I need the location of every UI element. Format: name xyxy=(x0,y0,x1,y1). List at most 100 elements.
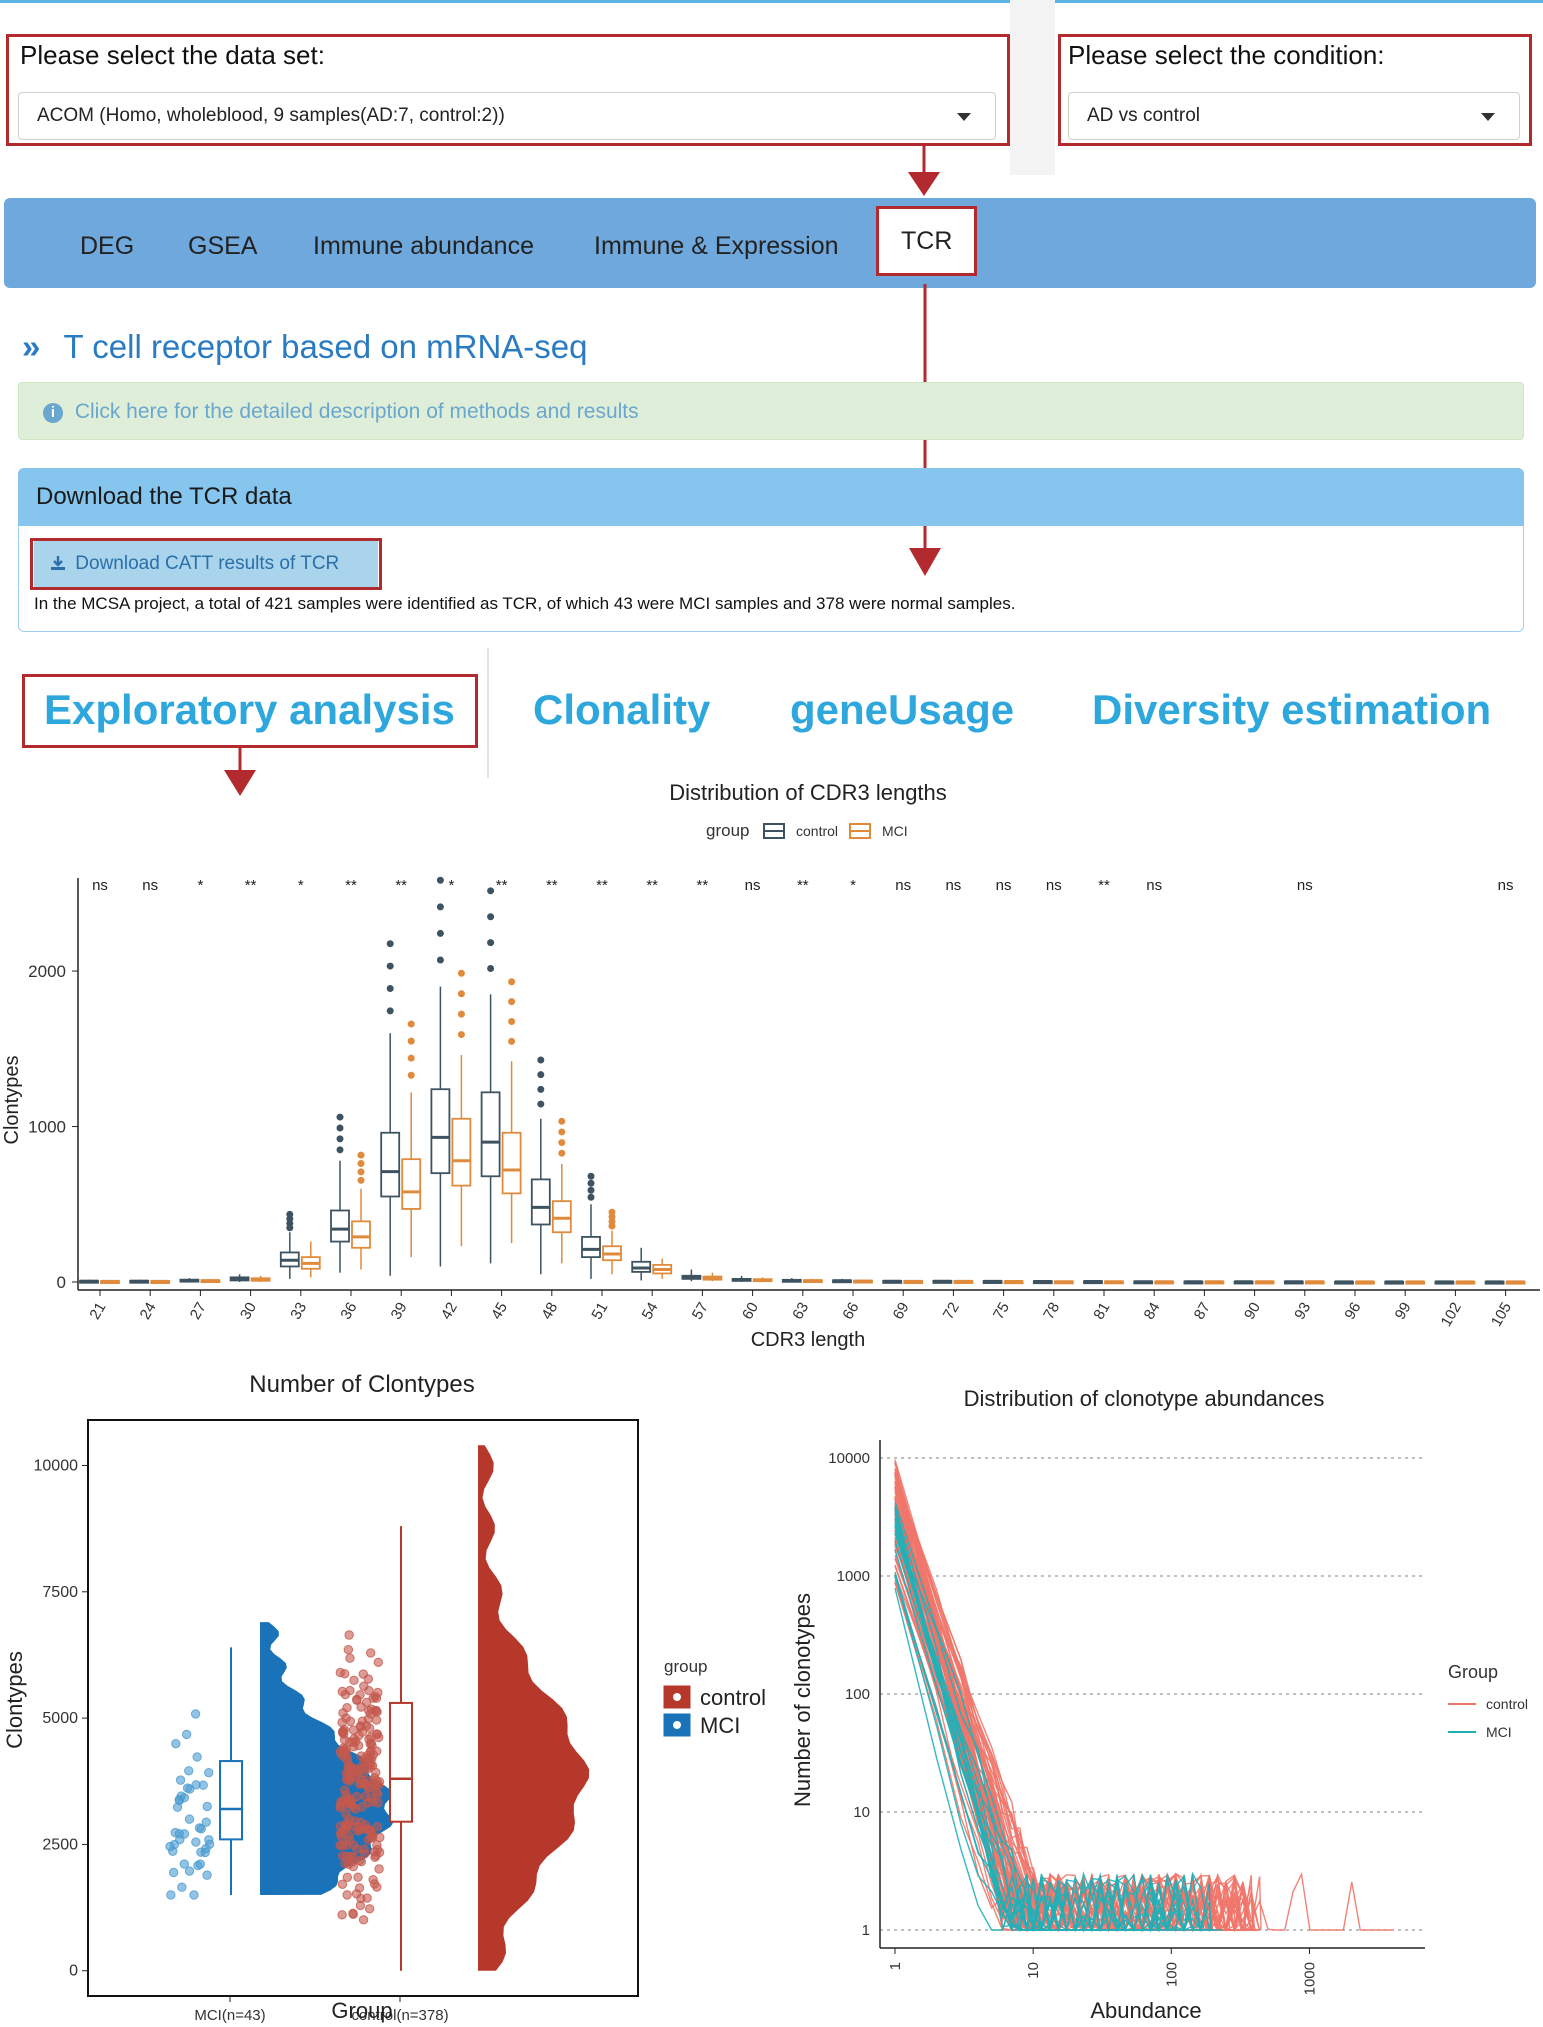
jitter-point-MCI xyxy=(202,1801,212,1812)
section-title: » T cell receptor based on mRNA-seq xyxy=(22,328,588,366)
clonotype-abundance-lines: Distribution of clonotype abundances 1 10… xyxy=(790,1386,1528,2023)
x-tick-label: 96 xyxy=(1341,1300,1364,1323)
chart3-title: Distribution of clonotype abundances xyxy=(964,1386,1325,1411)
tab-gsea[interactable]: GSEA xyxy=(188,232,258,260)
outlier-point xyxy=(386,984,394,992)
box-MCI xyxy=(401,1158,422,1210)
jitter-point-control xyxy=(364,1904,375,1914)
jitter-point-control xyxy=(364,1706,374,1716)
significance-label: ** xyxy=(596,877,608,894)
jitter-point-control xyxy=(366,1760,376,1770)
tab-immune-expression[interactable]: Immune & Expression xyxy=(594,232,839,260)
x-tick-label: 54 xyxy=(639,1300,662,1323)
download-icon xyxy=(50,542,66,570)
jitter-point-control xyxy=(335,1821,346,1831)
jitter-point-MCI xyxy=(202,1870,212,1880)
jitter-point-MCI xyxy=(182,1783,193,1793)
series-line-control xyxy=(894,1475,1179,1932)
chart2-legend-mci: MCI xyxy=(700,1713,740,1738)
description-link: Click here for the detailed description … xyxy=(74,400,639,423)
subtab-geneusage[interactable]: geneUsage xyxy=(790,686,1015,733)
outlier-point xyxy=(386,1007,394,1015)
download-highlight xyxy=(30,538,382,590)
outlier-point xyxy=(587,1193,595,1201)
significance-label: ** xyxy=(646,877,658,894)
x-tick-label: 39 xyxy=(388,1300,411,1323)
jitter-point-control xyxy=(345,1653,355,1663)
jitter-point-control xyxy=(360,1849,370,1859)
condition-select[interactable]: AD vs control xyxy=(1068,92,1520,140)
chart2-xlabel: Group xyxy=(331,1998,392,2023)
jitter-point-MCI xyxy=(184,1766,194,1776)
series-line-control xyxy=(894,1537,1247,1932)
outlier-point xyxy=(457,990,465,998)
description-toggle[interactable]: i Click here for the detailed descriptio… xyxy=(18,382,1524,440)
outlier-point xyxy=(587,1179,595,1187)
jitter-point-MCI xyxy=(181,1729,192,1740)
density-violin-control xyxy=(478,1445,590,1971)
x-tick-label: 84 xyxy=(1141,1300,1164,1323)
series-line-control xyxy=(894,1540,1208,1933)
download-note: In the MCSA project, a total of 421 samp… xyxy=(34,594,1016,613)
clonotype-count-raincloud: Number of Clontypes 0 2500 5000 7500 10000 MC… xyxy=(2,1371,766,2024)
jitter-point-control xyxy=(344,1630,354,1640)
series-line-control xyxy=(894,1544,1261,1932)
jitter-point-control xyxy=(354,1883,365,1893)
outlier-point xyxy=(286,1210,294,1218)
jitter-point-MCI xyxy=(192,1752,202,1762)
jitter-point-MCI xyxy=(168,1846,178,1856)
jitter-point-control xyxy=(361,1697,372,1707)
subtab-clonality[interactable]: Clonality xyxy=(533,686,711,733)
info-icon: i xyxy=(43,403,63,423)
y-tick-label: 10 xyxy=(853,1804,870,1821)
x-tick-label: 78 xyxy=(1040,1300,1063,1323)
outlier-point xyxy=(537,1100,545,1108)
chart1-legend-control: control xyxy=(796,823,838,839)
chart3-legend-title: Group xyxy=(1448,1662,1498,1682)
subtab-exploratory[interactable]: Exploratory analysis xyxy=(44,686,455,733)
dataset-select[interactable]: ACOM (Homo, wholeblood, 9 samples(AD:7, … xyxy=(18,92,996,140)
significance-label: ns xyxy=(945,877,961,894)
x-tick-label: 63 xyxy=(789,1300,812,1323)
download-button-label: Download CATT results of TCR xyxy=(75,553,340,574)
outlier-point xyxy=(457,1031,465,1039)
chart2-ylabel: Clontypes xyxy=(2,1651,27,1749)
outlier-point xyxy=(558,1149,566,1157)
condition-panel xyxy=(1055,0,1543,178)
jitter-point-control xyxy=(349,1675,359,1686)
y-tick-label: 10000 xyxy=(828,1450,870,1467)
outlier-point xyxy=(407,1020,415,1028)
jitter-point-MCI xyxy=(171,1738,181,1749)
significance-label: ** xyxy=(697,877,709,894)
series-line-control xyxy=(894,1510,1231,1932)
outlier-point xyxy=(537,1071,545,1079)
jitter-point-control xyxy=(371,1787,382,1798)
chart2-title: Number of Clontypes xyxy=(249,1371,474,1398)
jitter-point-control xyxy=(337,1879,348,1889)
x-tick-label: 99 xyxy=(1392,1300,1415,1323)
dataset-value: ACOM (Homo, wholeblood, 9 samples(AD:7, … xyxy=(37,105,505,126)
outlier-point xyxy=(508,998,516,1006)
outlier-point xyxy=(386,940,394,948)
series-line-control xyxy=(894,1537,1259,1932)
tab-deg[interactable]: DEG xyxy=(80,232,135,260)
jitter-point-MCI xyxy=(189,1890,199,1900)
subtab-diversity[interactable]: Diversity estimation xyxy=(1092,686,1492,733)
y-tick-label: 7500 xyxy=(42,1584,78,1601)
chevron-down-icon xyxy=(1481,113,1495,121)
series-line-mci xyxy=(894,1521,1213,1932)
outlier-point xyxy=(487,964,495,972)
y-tick-label: 2000 xyxy=(28,962,66,981)
x-tick-label: 60 xyxy=(739,1300,762,1323)
jitter-point-control xyxy=(341,1790,352,1800)
chart3-xlabel: Abundance xyxy=(1090,1998,1201,2023)
tab-immune-abundance[interactable]: Immune abundance xyxy=(313,232,534,260)
jitter-point-control xyxy=(355,1722,366,1732)
y-tick-label: 0 xyxy=(69,1963,78,1980)
jitter-point-control xyxy=(372,1822,382,1832)
tab-tcr[interactable]: TCR xyxy=(876,206,978,276)
download-catt-button[interactable]: Download CATT results of TCR xyxy=(34,540,378,588)
jitter-point-MCI xyxy=(191,1837,201,1847)
y-tick-label: 10000 xyxy=(34,1457,79,1474)
x-tick-label: 90 xyxy=(1241,1300,1264,1323)
